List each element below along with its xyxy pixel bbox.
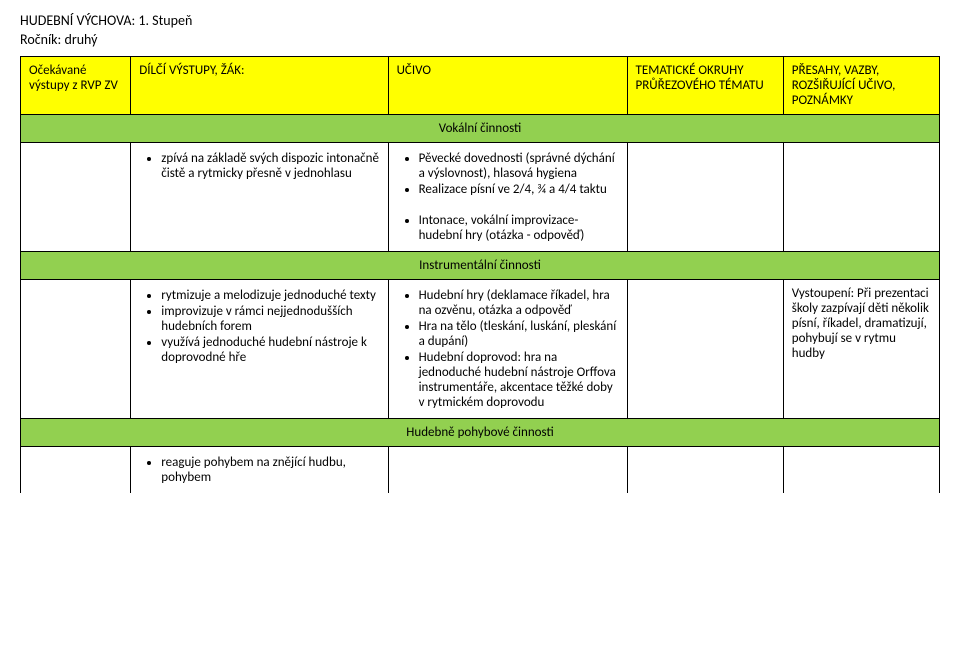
cell-empty [21, 280, 131, 419]
section-row: Instrumentální činnosti [21, 252, 940, 280]
col-header-4: TEMATICKÉ OKRUHY PRŮŘEZOVÉHO TÉMATU [627, 57, 783, 115]
cell-curriculum: Hudební hry (deklamace říkadel, hra na o… [388, 280, 627, 419]
curriculum-table: Očekávané výstupy z RVP ZV DÍLČÍ VÝSTUPY… [20, 56, 940, 493]
list-item: Hudební doprovod: hra na jednoduché hude… [419, 350, 619, 410]
list-item: Hudební hry (deklamace říkadel, hra na o… [419, 288, 619, 318]
col-header-2: DÍLČÍ VÝSTUPY, ŽÁK: [131, 57, 388, 115]
col-header-3: UČIVO [388, 57, 627, 115]
cell-empty [21, 143, 131, 206]
cell-empty [627, 447, 783, 494]
list-item: Realizace písní ve 2/4, ¾ a 4/4 taktu [419, 182, 619, 197]
cell-empty [21, 205, 131, 252]
cell-empty [21, 447, 131, 494]
content-row: Intonace, vokální improvizace-hudební hr… [21, 205, 940, 252]
list-item: zpívá na základě svých dispozic intonačn… [161, 151, 379, 181]
cell-empty [627, 205, 783, 252]
table-header-row: Očekávané výstupy z RVP ZV DÍLČÍ VÝSTUPY… [21, 57, 940, 115]
list-item: improvizuje v rámci nejjednodušších hude… [161, 304, 379, 334]
content-row: zpívá na základě svých dispozic intonačn… [21, 143, 940, 206]
cell-empty [388, 447, 627, 494]
cell-empty [783, 447, 939, 494]
cell-empty [131, 205, 388, 252]
cell-outcomes: rytmizuje a melodizuje jednoduché texty … [131, 280, 388, 419]
list-item: Intonace, vokální improvizace-hudební hr… [419, 213, 619, 243]
cell-outcomes: zpívá na základě svých dispozic intonačn… [131, 143, 388, 206]
cell-empty [627, 143, 783, 206]
cell-empty [783, 205, 939, 252]
section-instrumental: Instrumentální činnosti [21, 252, 940, 280]
section-vocal: Vokální činnosti [21, 115, 940, 143]
content-row: reaguje pohybem na znějící hudbu, pohybe… [21, 447, 940, 494]
section-row: Vokální činnosti [21, 115, 940, 143]
cell-notes: Vystoupení: Při prezentaci školy zazpíva… [783, 280, 939, 419]
list-item: Pěvecké dovednosti (správné dýchání a vý… [419, 151, 619, 181]
section-row: Hudebně pohybové činnosti [21, 419, 940, 447]
page-title: HUDEBNÍ VÝCHOVA: 1. Stupeň [20, 12, 940, 29]
cell-empty [627, 280, 783, 419]
section-movement: Hudebně pohybové činnosti [21, 419, 940, 447]
page-subtitle: Ročník: druhý [20, 31, 940, 48]
cell-outcomes: reaguje pohybem na znějící hudbu, pohybe… [131, 447, 388, 494]
cell-curriculum: Intonace, vokální improvizace-hudební hr… [388, 205, 627, 252]
list-item: reaguje pohybem na znějící hudbu, pohybe… [161, 455, 379, 485]
col-header-5: PŘESAHY, VAZBY, ROZŠIŘUJÍCÍ UČIVO, POZNÁ… [783, 57, 939, 115]
cell-curriculum: Pěvecké dovednosti (správné dýchání a vý… [388, 143, 627, 206]
content-row: rytmizuje a melodizuje jednoduché texty … [21, 280, 940, 419]
cell-empty [783, 143, 939, 206]
list-item: využívá jednoduché hudební nástroje k do… [161, 335, 379, 365]
col-header-1: Očekávané výstupy z RVP ZV [21, 57, 131, 115]
list-item: rytmizuje a melodizuje jednoduché texty [161, 288, 379, 303]
list-item: Hra na tělo (tleskání, luskání, pleskání… [419, 319, 619, 349]
